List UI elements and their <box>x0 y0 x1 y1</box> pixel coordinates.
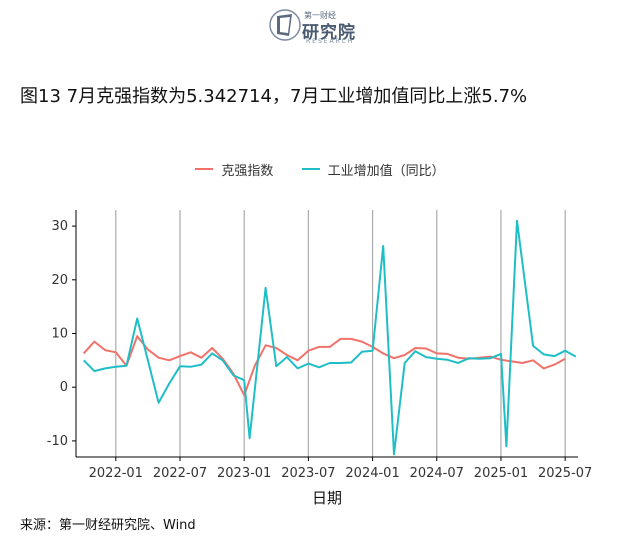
y-tick-label: 10 <box>51 327 68 342</box>
legend-label-series1: 克强指数 <box>221 163 274 179</box>
series-line-1 <box>82 335 566 397</box>
x-tick-label: 2022-01 <box>89 466 143 481</box>
x-axis-title: 日期 <box>312 489 342 507</box>
x-tick-label: 2023-07 <box>281 466 335 481</box>
legend-item-series2: 工业增加值（同比） <box>301 160 445 179</box>
y-tick-label: 20 <box>51 273 68 288</box>
x-tick-label: 2025-01 <box>474 466 528 481</box>
x-tick-label: 2025-07 <box>538 466 592 481</box>
logo-main-text: 研究院 <box>302 23 356 43</box>
x-tick-label: 2024-07 <box>410 466 464 481</box>
y-tick-label: -10 <box>47 434 68 449</box>
x-tick-label: 2023-01 <box>217 466 271 481</box>
y-tick-label: 30 <box>51 219 68 234</box>
legend-label-series2: 工业增加值（同比） <box>327 163 445 179</box>
x-tick-label: 2022-07 <box>153 466 207 481</box>
x-tick-label: 2024-01 <box>345 466 399 481</box>
figure-title: 图13 7月克强指数为5.342714，7月工业增加值同比上涨5.7% <box>20 86 528 107</box>
legend-swatch-series2 <box>301 168 320 170</box>
series-line-2 <box>82 219 577 456</box>
logo-emblem-icon <box>269 9 301 41</box>
logo-top-text: 第一财经 <box>304 11 336 20</box>
source-note: 来源：第一财经研究院、Wind <box>20 518 196 533</box>
legend-swatch-series1 <box>195 168 214 170</box>
y-tick-label: 0 <box>60 380 68 395</box>
research-logo: 第一财经 研究院 RESEARCH <box>268 6 378 46</box>
chart-legend: 克强指数 工业增加值（同比） <box>0 159 640 179</box>
logo-sub-text: RESEARCH <box>306 38 355 45</box>
legend-item-series1: 克强指数 <box>195 160 273 179</box>
